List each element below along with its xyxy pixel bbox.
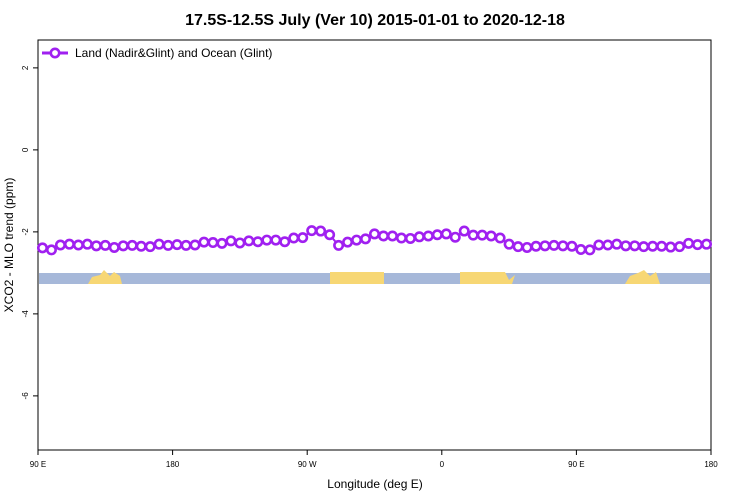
data-point: [126, 239, 138, 251]
data-point: [36, 242, 48, 254]
data-point: [63, 238, 75, 250]
data-point: [135, 240, 147, 252]
x-tick-label: 180: [704, 460, 718, 469]
data-point: [386, 230, 398, 242]
data-point: [279, 236, 291, 248]
data-point: [512, 241, 524, 253]
x-axis-label: Longitude (deg E): [327, 477, 422, 491]
x-tick-label: 90 E: [568, 460, 584, 469]
data-point: [638, 241, 650, 253]
data-point: [521, 241, 533, 253]
data-point: [593, 239, 605, 251]
data-point: [225, 235, 237, 247]
data-point: [449, 231, 461, 243]
data-point: [288, 232, 300, 244]
data-point: [45, 244, 57, 256]
data-point: [539, 240, 551, 252]
data-point: [692, 239, 704, 251]
y-axis-label: XCO2 - MLO trend (ppm): [2, 178, 16, 313]
data-point: [108, 241, 120, 253]
data-point: [440, 228, 452, 240]
data-point: [90, 240, 102, 252]
data-point: [485, 230, 497, 242]
data-point: [368, 228, 380, 240]
data-point: [333, 239, 345, 251]
data-point: [683, 237, 695, 249]
data-point: [297, 232, 309, 244]
data-point: [674, 241, 686, 253]
chart-title: 17.5S-12.5S July (Ver 10) 2015-01-01 to …: [185, 12, 565, 29]
data-point: [162, 239, 174, 251]
data-point: [422, 230, 434, 242]
data-point: [665, 241, 677, 253]
x-tick-label: 90 E: [30, 460, 46, 469]
data-point: [458, 225, 470, 237]
data-point: [395, 232, 407, 244]
data-point: [117, 240, 129, 252]
data-point: [243, 235, 255, 247]
land-ocean-strip: [39, 270, 710, 284]
data-point: [575, 244, 587, 256]
y-tick-label: -6: [21, 392, 30, 400]
data-point: [153, 238, 165, 250]
data-point: [342, 236, 354, 248]
data-point: [234, 237, 246, 249]
data-point: [144, 241, 156, 253]
data-point: [413, 231, 425, 243]
data-point: [467, 229, 479, 241]
data-point: [189, 239, 201, 251]
data-point: [377, 230, 389, 242]
legend-marker: [49, 47, 61, 59]
data-point: [530, 240, 542, 252]
data-point: [566, 240, 578, 252]
data-point: [584, 244, 596, 256]
data-point: [252, 236, 264, 248]
data-point: [647, 240, 659, 252]
data-point: [306, 225, 318, 237]
data-point: [315, 225, 327, 237]
x-tick-label: 180: [166, 460, 180, 469]
x-tick-label: 90 W: [298, 460, 317, 469]
data-point: [548, 239, 560, 251]
data-point: [476, 229, 488, 241]
data-point: [54, 239, 66, 251]
data-point: [180, 239, 192, 251]
data-point: [360, 233, 372, 245]
data-point: [216, 237, 228, 249]
data-point: [351, 234, 363, 246]
data-point: [503, 238, 515, 250]
data-point: [270, 234, 282, 246]
data-point: [171, 239, 183, 251]
x-tick-label: 0: [440, 460, 445, 469]
data-point: [602, 239, 614, 251]
data-point: [620, 240, 632, 252]
data-point: [324, 229, 336, 241]
y-tick-label: 0: [21, 147, 30, 152]
data-point: [404, 232, 416, 244]
y-tick-label: -4: [21, 310, 30, 318]
data-point: [261, 234, 273, 246]
y-tick-label: 2: [21, 65, 30, 70]
data-point: [207, 237, 219, 249]
data-point: [72, 239, 84, 251]
data-point: [656, 240, 668, 252]
data-point: [701, 238, 713, 250]
data-point: [99, 239, 111, 251]
y-tick-label: -2: [21, 228, 30, 236]
data-point: [629, 240, 641, 252]
data-point: [198, 236, 210, 248]
data-point: [431, 229, 443, 241]
data-point: [81, 238, 93, 250]
legend-label: Land (Nadir&Glint) and Ocean (Glint): [75, 46, 272, 60]
data-point: [611, 238, 623, 250]
data-point: [557, 240, 569, 252]
data-point: [494, 232, 506, 244]
